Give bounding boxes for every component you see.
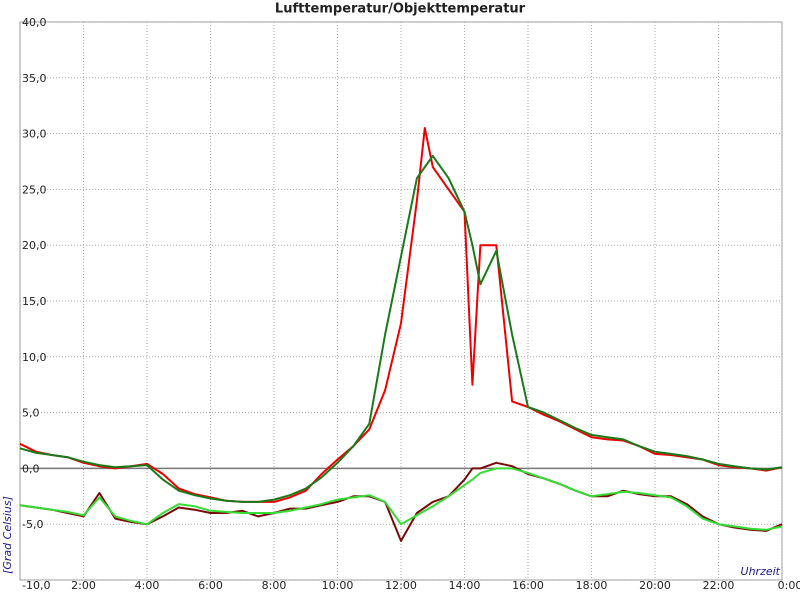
- x-tick-label: 14:00: [449, 579, 481, 592]
- chart-title: Lufttemperatur/Objekttemperatur: [275, 2, 526, 17]
- y-tick-label: -10,0: [22, 579, 50, 592]
- series-line: [19, 127, 783, 503]
- y-tick-label: 20,0: [22, 239, 47, 252]
- x-tick-label: 20:00: [639, 579, 671, 592]
- x-tick-label: 0:00: [778, 579, 800, 592]
- x-tick-label: 2:00: [71, 579, 96, 592]
- y-tick-label: 25,0: [22, 183, 47, 196]
- y-tick-label: 35,0: [22, 72, 47, 85]
- x-tick-label: 18:00: [576, 579, 608, 592]
- x-tick-label: 22:00: [703, 579, 735, 592]
- x-tick-label: 8:00: [262, 579, 287, 592]
- y-axis-label: [Grad Celsius]: [1, 496, 14, 574]
- y-tick-label: 0,0: [22, 462, 40, 475]
- y-tick-label: 10,0: [22, 351, 47, 364]
- x-tick-label: 16:00: [512, 579, 544, 592]
- y-tick-label: 5,0: [22, 407, 40, 420]
- series-line: [19, 154, 783, 503]
- x-tick-label: 10:00: [322, 579, 354, 592]
- x-tick-label: 4:00: [135, 579, 160, 592]
- y-tick-label: 40,0: [22, 16, 47, 29]
- y-tick-label: 15,0: [22, 295, 47, 308]
- x-tick-label: 6:00: [198, 579, 223, 592]
- y-tick-label: 30,0: [22, 128, 47, 141]
- x-axis-label: Uhrzeit: [741, 565, 781, 578]
- x-tick-label: 12:00: [385, 579, 417, 592]
- series-line: [19, 467, 783, 531]
- y-tick-label: -5,0: [22, 518, 43, 531]
